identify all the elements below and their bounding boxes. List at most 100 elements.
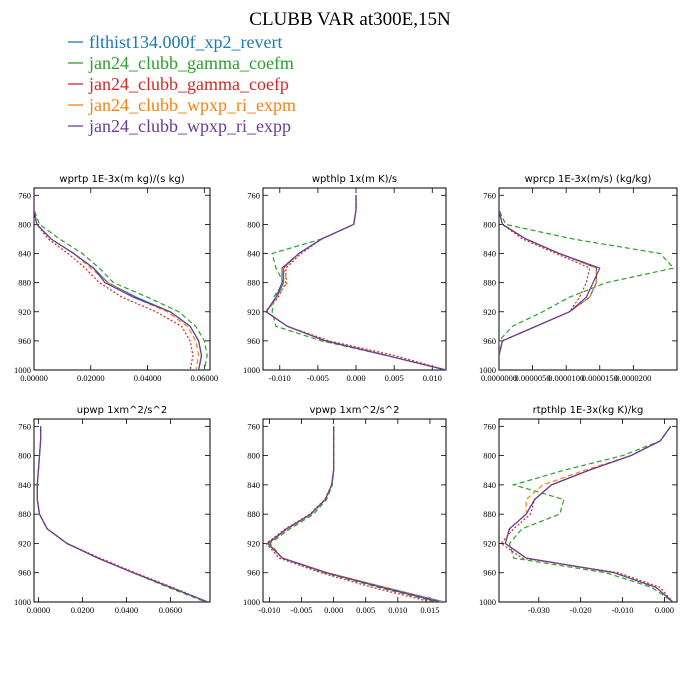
series-line	[36, 426, 206, 602]
x-tick-label: 0.005	[385, 373, 404, 383]
x-tick-label: 0.0000000	[481, 373, 517, 383]
series-line	[267, 426, 442, 602]
x-tick-label: 0.02000	[77, 373, 105, 383]
y-tick-label: 800	[247, 451, 260, 461]
x-tick-label: 0.0600	[159, 605, 182, 615]
plot-frame	[262, 187, 447, 371]
y-tick-label: 760	[247, 190, 260, 200]
figure-title: CLUBB VAR at300E,15N	[249, 9, 451, 30]
y-tick-label: 920	[247, 538, 260, 548]
plot-frame	[33, 418, 211, 603]
series-line	[504, 425, 674, 602]
legend: flthist134.000f_xp2_revertjan24_clubb_ga…	[68, 32, 296, 136]
y-tick-label: 1000	[479, 365, 496, 375]
series-line	[266, 426, 440, 602]
series-group	[500, 425, 674, 602]
y-tick-label: 800	[18, 451, 31, 461]
y-tick-label: 800	[18, 219, 31, 229]
x-tick-label: 0.010	[423, 373, 442, 383]
series-line	[265, 195, 446, 370]
legend-label: jan24_clubb_gamma_coefp	[88, 74, 289, 94]
y-tick-label: 960	[247, 336, 260, 346]
y-tick-label: 880	[247, 278, 260, 288]
x-tick-label: -0.010	[269, 373, 291, 383]
series-group	[265, 426, 445, 602]
series-line	[36, 426, 209, 602]
legend-label: jan24_clubb_gamma_coefm	[88, 53, 294, 73]
panels: wprtp 1E-3x(m kg)/(s kg) 760 800 840 880 920 9…	[14, 174, 678, 615]
series-line	[499, 195, 598, 370]
x-tick-label: 0.0400	[115, 605, 138, 615]
plot-frame	[498, 418, 678, 603]
x-tick-label: 0.0000150	[582, 373, 618, 383]
y-tick-label: 760	[483, 190, 496, 200]
series-line	[36, 426, 209, 602]
y-tick-label: 920	[483, 538, 496, 548]
x-tick-label: 0.0000200	[615, 373, 651, 383]
y-tick-label: 880	[247, 509, 260, 519]
x-tick-label: -0.010	[258, 605, 280, 615]
chart-panel: wprtp 1E-3x(m kg)/(s kg) 760 800 840 880 920 9…	[14, 174, 218, 383]
x-tick-label: 0.0000	[27, 605, 50, 615]
panel-title: upwp 1xm^2/s^2	[77, 405, 167, 416]
series-line	[499, 195, 591, 370]
chart-panel: vpwp 1xm^2/s^27608008408809209601000-0.0…	[243, 405, 447, 615]
y-tick-label: 880	[18, 278, 31, 288]
series-line	[499, 195, 675, 370]
y-tick-label: 840	[247, 249, 260, 259]
x-tick-label: 0.000	[346, 373, 365, 383]
series-line	[36, 426, 209, 602]
y-tick-label: 960	[18, 336, 31, 346]
series-line	[267, 426, 445, 602]
x-tick-label: 0.000	[324, 605, 343, 615]
panel-title: wprtp 1E-3x(m kg)/(s kg)	[59, 174, 184, 185]
legend-label: jan24_clubb_wpxp_ri_expp	[88, 116, 291, 136]
plot-frame	[262, 418, 447, 603]
series-line	[499, 195, 598, 370]
y-tick-label: 880	[483, 278, 496, 288]
legend-label: jan24_clubb_wpxp_ri_expm	[88, 95, 296, 115]
x-tick-label: -0.020	[570, 605, 592, 615]
panel-title: wpthlp 1x(m K)/s	[312, 174, 397, 185]
y-tick-label: 880	[483, 509, 496, 519]
series-line	[265, 426, 432, 602]
x-tick-label: 0.000	[655, 605, 674, 615]
x-tick-label: 0.0000050	[515, 373, 551, 383]
y-tick-label: 920	[18, 307, 31, 317]
series-line	[265, 195, 446, 370]
y-tick-label: 840	[483, 249, 496, 259]
y-tick-label: 960	[483, 336, 496, 346]
y-tick-label: 960	[483, 568, 496, 578]
x-tick-label: 0.015	[420, 605, 439, 615]
panel-title: rtpthlp 1E-3x(kg K)/kg	[533, 405, 644, 416]
y-tick-label: 920	[483, 307, 496, 317]
x-tick-label: 0.04000	[134, 373, 162, 383]
panel-title: vpwp 1xm^2/s^2	[309, 405, 399, 416]
y-tick-label: 920	[247, 307, 260, 317]
series-group	[499, 195, 675, 370]
y-tick-label: 760	[18, 190, 31, 200]
chart-panel: upwp 1xm^2/s^2 760 800 840 880 920 960 10000.00…	[14, 405, 211, 615]
chart-panel: wpthlp 1x(m K)/s 760 800 840 880 920 960 1000 -0…	[243, 174, 447, 383]
x-tick-label: 0.06000	[191, 373, 219, 383]
y-tick-label: 840	[18, 249, 31, 259]
y-tick-label: 920	[18, 538, 31, 548]
y-tick-label: 840	[247, 480, 260, 490]
y-tick-label: 760	[18, 421, 31, 431]
series-line	[34, 195, 208, 370]
series-line	[36, 426, 209, 602]
series-line	[500, 425, 674, 602]
y-tick-label: 1000	[14, 365, 31, 375]
series-line	[265, 195, 446, 370]
y-tick-label: 1000	[14, 597, 31, 607]
x-tick-label: -0.010	[612, 605, 634, 615]
y-tick-label: 760	[483, 421, 496, 431]
y-tick-label: 800	[483, 451, 496, 461]
x-tick-label: -0.005	[291, 605, 313, 615]
y-tick-label: 800	[483, 219, 496, 229]
y-tick-label: 1000	[479, 597, 496, 607]
y-tick-label: 1000	[243, 597, 260, 607]
x-tick-label: 0.0200	[71, 605, 94, 615]
series-line	[271, 195, 446, 370]
